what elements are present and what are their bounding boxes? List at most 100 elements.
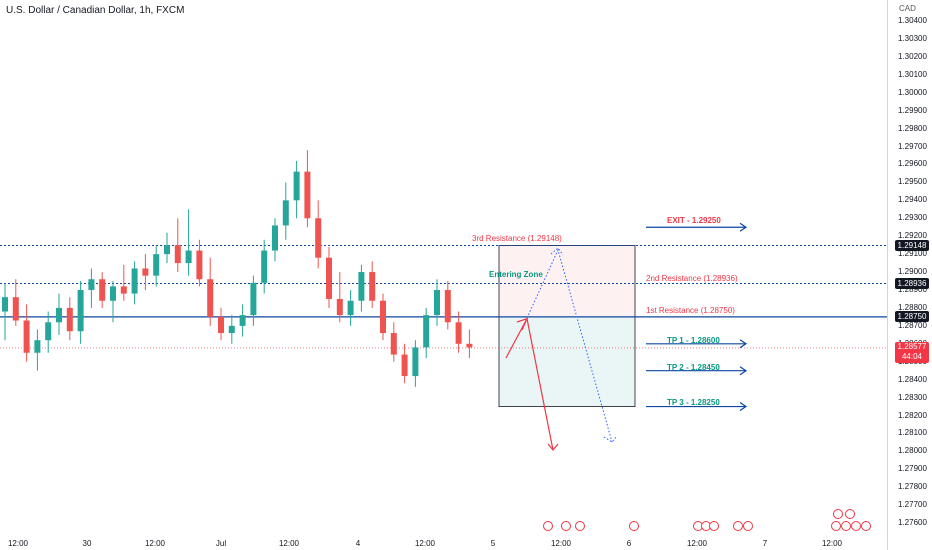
candle-body — [261, 250, 268, 283]
candle-body — [153, 254, 160, 276]
candle-body — [164, 245, 170, 255]
price-tick-label: 1.29300 — [898, 213, 927, 223]
candle-body — [2, 297, 8, 312]
exit-arrow-head — [739, 222, 748, 232]
candle-body — [23, 320, 30, 353]
event-flag-icon — [743, 521, 753, 531]
price-tick-label: 1.29500 — [898, 177, 927, 187]
candle-body — [390, 333, 397, 355]
candle-body — [423, 315, 430, 348]
event-flag-icon — [861, 521, 871, 531]
candle-body — [196, 250, 203, 280]
first-resistance-label: 1st Resistance (1.28750) — [646, 306, 735, 315]
candle-body — [336, 298, 343, 316]
time-tick-label: 12:00 — [414, 539, 436, 548]
time-tick-label: Jul — [215, 539, 227, 548]
event-flag-icon — [841, 521, 851, 531]
candle-body — [120, 286, 127, 294]
event-flag-icon — [561, 521, 571, 531]
candle-body — [272, 225, 278, 251]
third-resistance-label: 3rd Resistance (1.29148) — [472, 234, 562, 243]
candle-body — [380, 300, 386, 334]
event-flag-icon — [833, 509, 843, 519]
price-level-tag: 1.29148 — [895, 239, 929, 251]
price-tick-label: 1.30400 — [898, 16, 927, 25]
candle-body — [99, 279, 106, 301]
event-flag-icon — [629, 521, 639, 531]
price-tick-label: 1.28100 — [898, 428, 927, 438]
candle-body — [304, 171, 311, 219]
event-flag-icon — [851, 521, 861, 531]
candle-body — [239, 315, 246, 326]
event-flag-icon — [845, 509, 855, 519]
candle-body — [185, 250, 192, 264]
candle-body — [110, 286, 116, 301]
candle-body — [174, 245, 181, 264]
price-tick-label: 1.29400 — [898, 195, 927, 205]
exit-label: EXIT - 1.29250 — [667, 216, 721, 225]
currency-label: CAD — [899, 4, 916, 13]
price-level-tag: 1.28750 — [895, 310, 929, 322]
candle-body — [34, 340, 41, 353]
candle-body — [455, 322, 462, 344]
time-tick-label: 12:00 — [821, 539, 843, 548]
candle-body — [444, 289, 451, 323]
time-tick-label: 12:00 — [144, 539, 166, 548]
time-tick-label: 6 — [626, 539, 632, 548]
price-tick-label: 1.28400 — [898, 374, 927, 384]
candle-body — [293, 171, 300, 201]
event-flag-icon — [709, 521, 719, 531]
candle-body — [466, 343, 473, 348]
price-axis[interactable] — [887, 0, 932, 550]
time-tick-label: 12:00 — [278, 539, 300, 548]
blue-up-arrowhead — [550, 247, 564, 256]
time-tick-label: 5 — [490, 539, 496, 548]
candle-body — [56, 307, 62, 323]
price-level-tag: 1.28577 44:04 — [895, 341, 929, 363]
price-tick-label: 1.30200 — [898, 51, 927, 61]
event-flag-icon — [733, 521, 743, 531]
candle-body — [131, 268, 138, 294]
time-tick-label: 7 — [762, 539, 768, 548]
price-tick-label: 1.29100 — [898, 249, 927, 259]
tp2-label: TP 2 - 1.28450 — [667, 363, 720, 372]
price-tick-label: 1.29700 — [898, 141, 927, 151]
price-level-tag: 1.28936 — [895, 277, 929, 289]
candle-body — [250, 282, 257, 316]
candle-body — [315, 218, 322, 258]
price-tick-label: 1.30100 — [898, 69, 927, 79]
trade-box-outline — [498, 245, 636, 407]
candle-body — [228, 325, 235, 334]
event-flag-icon — [831, 521, 841, 531]
target-zone-box — [499, 316, 635, 407]
price-tick-label: 1.29900 — [898, 105, 927, 115]
candle-body — [142, 268, 149, 276]
time-tick-label: 12:00 — [7, 539, 29, 548]
red-up-arrowhead — [516, 317, 529, 331]
tp2-arrow-head — [739, 366, 748, 376]
entering-zone-label: Entering Zone — [489, 270, 543, 279]
time-tick-label: 12:00 — [686, 539, 708, 548]
candle-body — [88, 279, 95, 290]
price-tick-label: 1.28200 — [898, 410, 927, 420]
time-tick-label: 12:00 — [550, 539, 572, 548]
tp3-label: TP 3 - 1.28250 — [667, 398, 720, 407]
price-tick-label: 1.27600 — [898, 518, 927, 528]
time-tick-label: 4 — [355, 539, 361, 548]
price-tick-label: 1.28800 — [898, 302, 927, 312]
candle-body — [401, 354, 408, 377]
price-tick-label: 1.29600 — [898, 159, 927, 169]
time-tick-label: 30 — [82, 539, 92, 548]
candle-body — [358, 272, 365, 301]
price-tick-label: 1.30000 — [898, 87, 927, 97]
candle-body — [207, 279, 214, 317]
price-tick-label: 1.29800 — [898, 123, 927, 133]
chart-title: U.S. Dollar / Canadian Dollar, 1h, FXCM — [6, 5, 185, 16]
price-tick-label: 1.28000 — [898, 446, 927, 456]
second-resistance-label: 2nd Resistance (1.28936) — [646, 274, 738, 283]
scenario-blue-path — [526, 248, 613, 443]
candle-body — [282, 200, 289, 226]
tp1-arrow-head — [739, 339, 748, 349]
price-tick-label: 1.27900 — [898, 464, 927, 474]
